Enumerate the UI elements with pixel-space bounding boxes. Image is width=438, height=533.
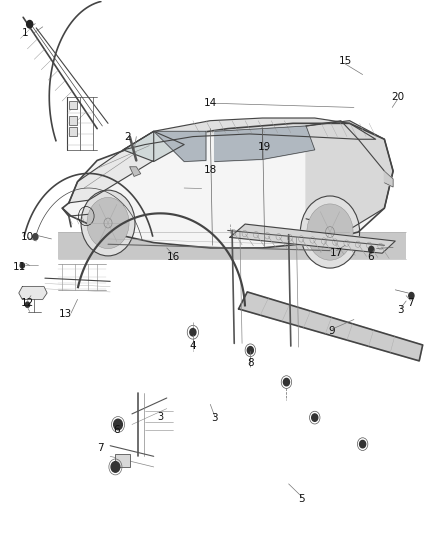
Text: 14: 14 xyxy=(204,98,217,108)
Circle shape xyxy=(33,233,38,240)
Text: 12: 12 xyxy=(21,297,34,308)
Text: 6: 6 xyxy=(367,252,374,262)
Circle shape xyxy=(81,190,135,256)
Circle shape xyxy=(25,302,30,308)
Text: 8: 8 xyxy=(247,358,254,368)
Polygon shape xyxy=(123,118,376,150)
Polygon shape xyxy=(69,131,154,203)
Text: 13: 13 xyxy=(59,309,72,319)
Polygon shape xyxy=(19,287,47,300)
Circle shape xyxy=(247,346,253,354)
Polygon shape xyxy=(385,171,393,187)
Text: 11: 11 xyxy=(13,262,26,271)
Circle shape xyxy=(87,197,129,249)
Circle shape xyxy=(360,440,366,448)
Circle shape xyxy=(300,196,360,268)
Polygon shape xyxy=(239,292,423,361)
Text: 7: 7 xyxy=(407,297,414,308)
Circle shape xyxy=(369,246,374,253)
Text: 9: 9 xyxy=(329,326,336,336)
Bar xyxy=(69,116,77,125)
Polygon shape xyxy=(130,167,141,176)
Circle shape xyxy=(20,263,25,268)
Polygon shape xyxy=(154,131,206,161)
Text: 3: 3 xyxy=(398,305,404,315)
Text: 10: 10 xyxy=(21,232,34,243)
Text: 3: 3 xyxy=(212,413,218,423)
Text: 1: 1 xyxy=(22,28,28,38)
Polygon shape xyxy=(62,123,393,248)
Text: 7: 7 xyxy=(97,443,104,453)
Circle shape xyxy=(283,378,290,386)
Bar xyxy=(69,101,77,109)
Circle shape xyxy=(111,462,120,472)
Text: 5: 5 xyxy=(298,494,305,504)
Polygon shape xyxy=(230,224,395,253)
Text: 3: 3 xyxy=(157,411,163,422)
Circle shape xyxy=(409,293,414,299)
Bar xyxy=(69,127,77,135)
Circle shape xyxy=(190,328,196,336)
Text: 19: 19 xyxy=(258,142,271,152)
Bar xyxy=(115,454,130,467)
Text: 6: 6 xyxy=(113,425,120,435)
Text: 16: 16 xyxy=(167,252,180,262)
Text: 15: 15 xyxy=(339,56,352,66)
Text: 4: 4 xyxy=(190,341,196,351)
Polygon shape xyxy=(123,131,184,161)
Text: 18: 18 xyxy=(204,165,217,175)
Circle shape xyxy=(307,204,353,260)
Circle shape xyxy=(312,414,318,421)
Polygon shape xyxy=(215,128,262,161)
Polygon shape xyxy=(306,120,393,229)
Text: 17: 17 xyxy=(330,248,343,259)
Text: 2: 2 xyxy=(124,132,131,142)
Text: 20: 20 xyxy=(391,92,404,102)
Circle shape xyxy=(27,20,33,28)
Polygon shape xyxy=(262,126,315,159)
FancyBboxPatch shape xyxy=(58,232,406,259)
Circle shape xyxy=(114,419,122,430)
Circle shape xyxy=(85,373,187,498)
